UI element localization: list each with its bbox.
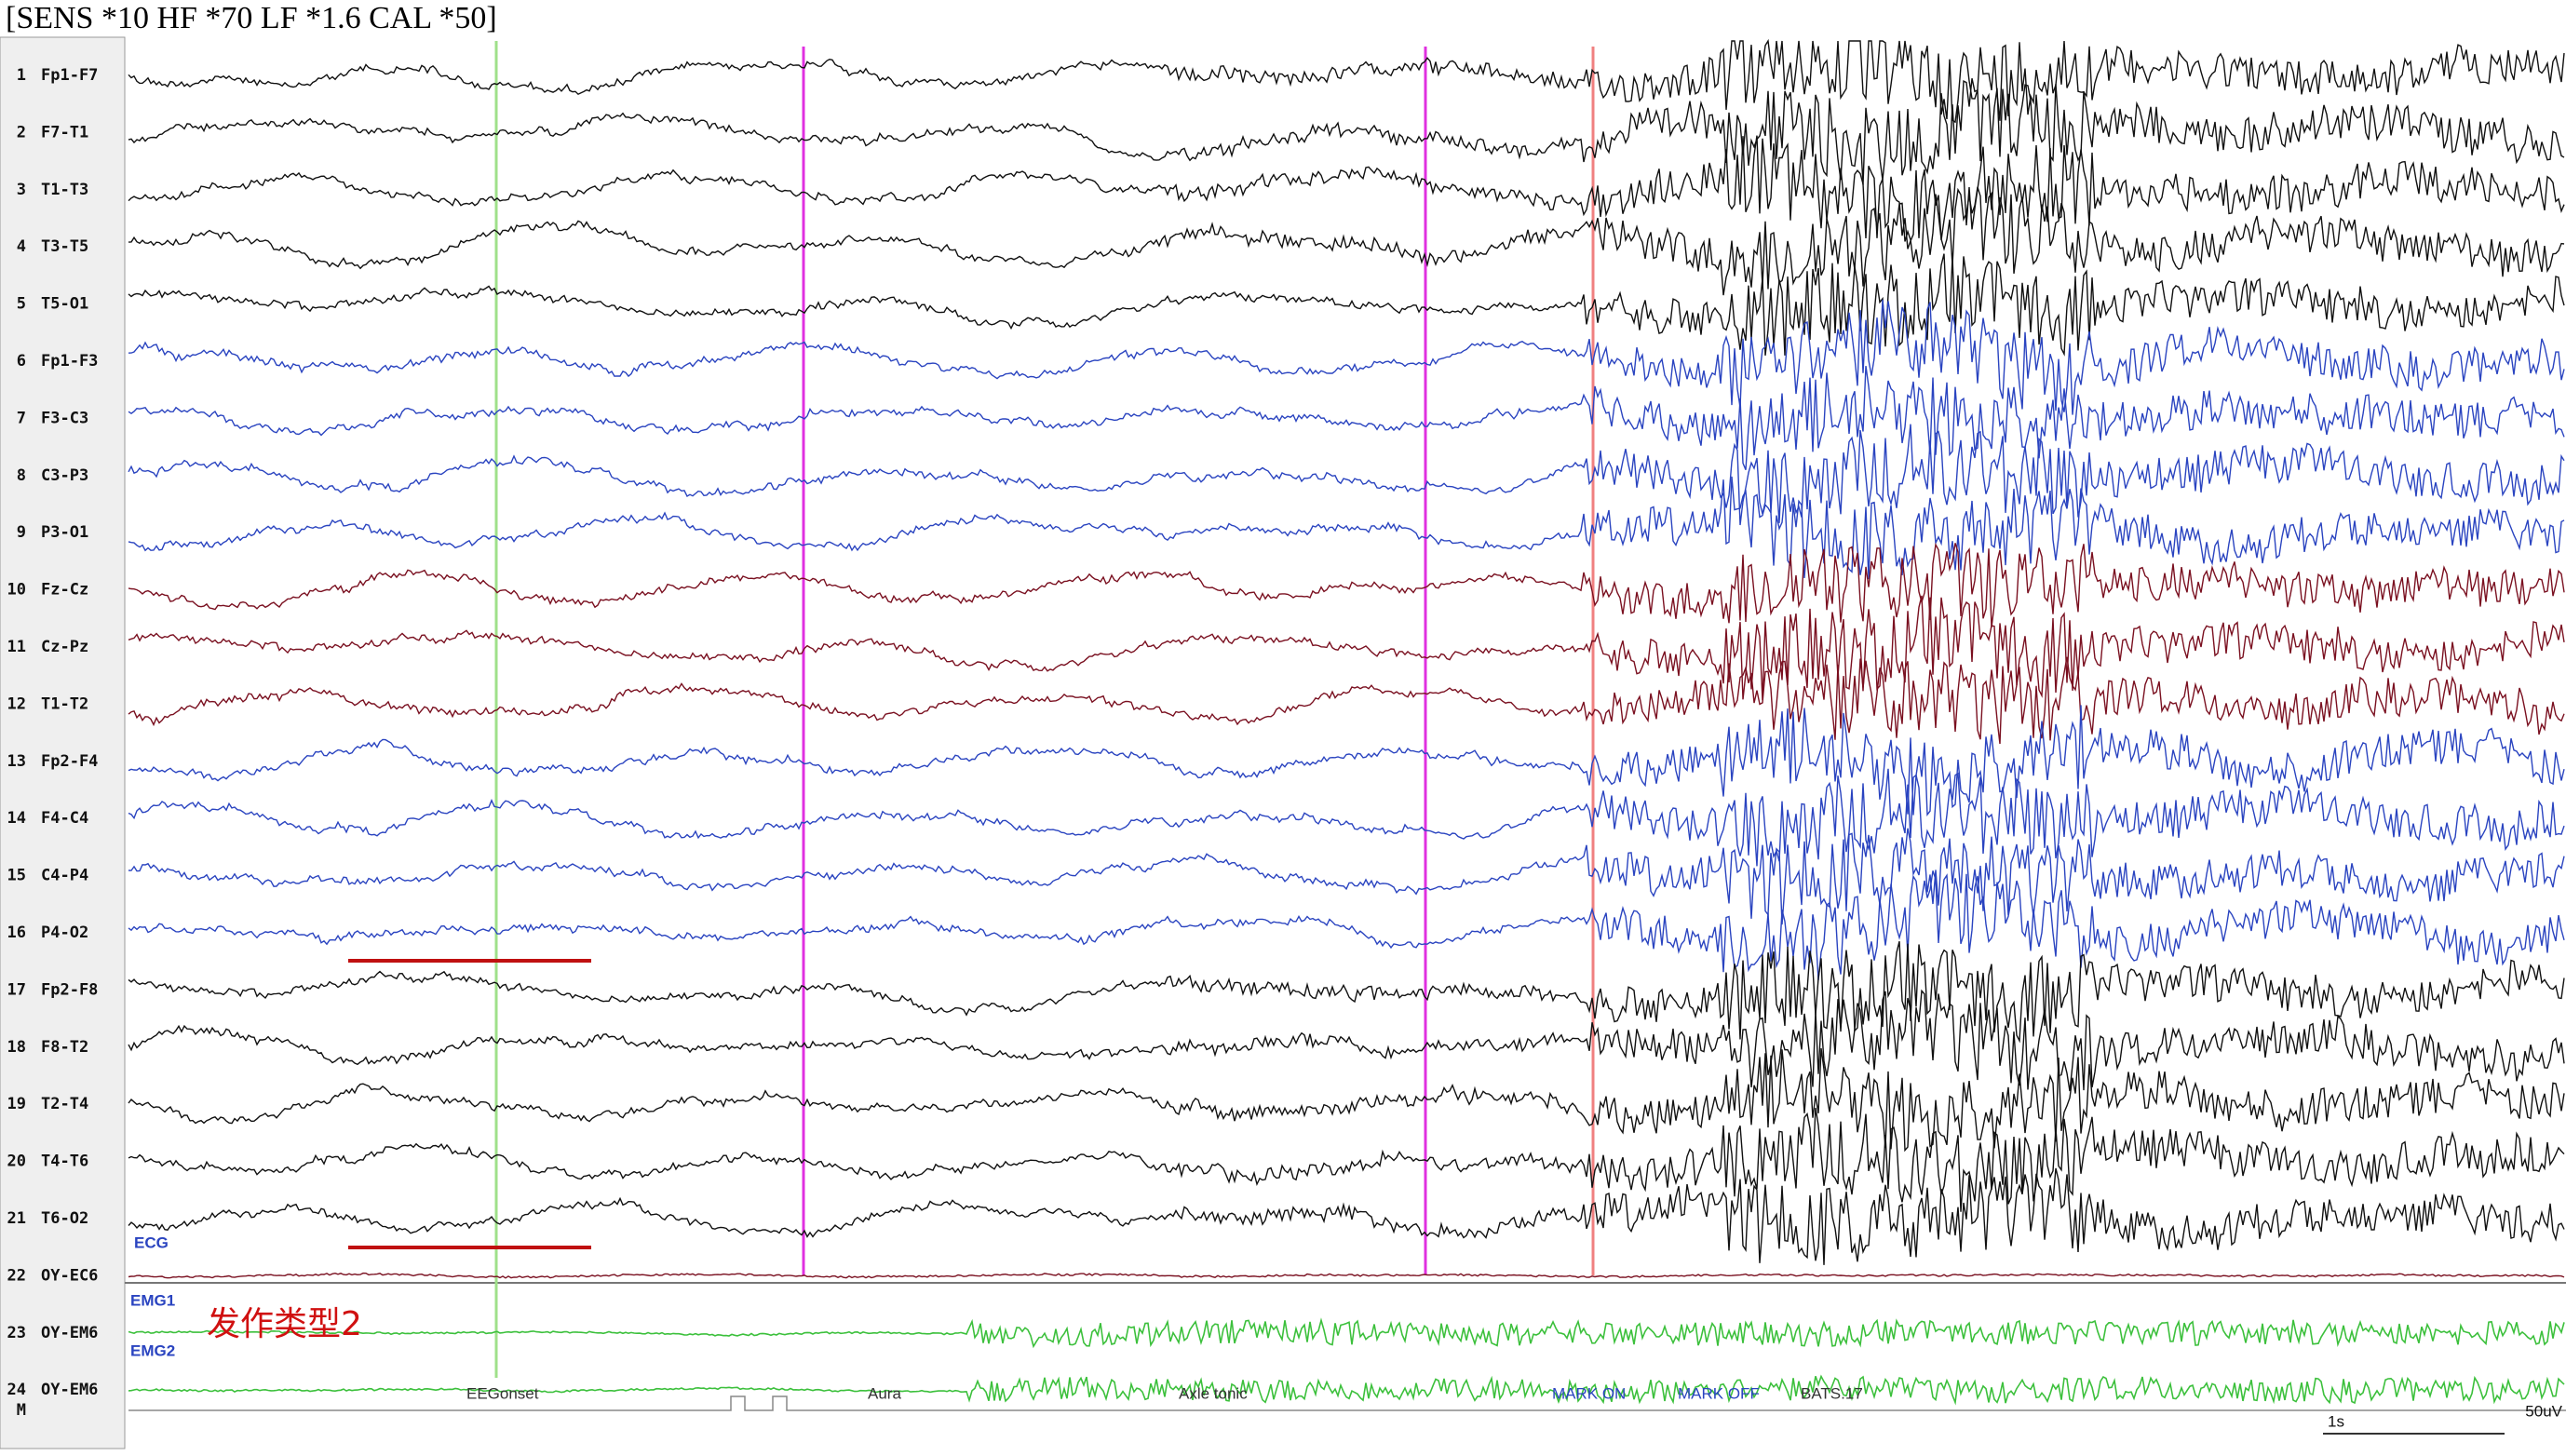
channel-name: P3-O1 — [41, 523, 88, 542]
channel-name: F8-T2 — [41, 1038, 88, 1057]
channel-name: T3-T5 — [41, 237, 88, 256]
channel-name: OY-EC6 — [41, 1266, 98, 1285]
waveform — [128, 1317, 2565, 1349]
channel-name: F7-T1 — [41, 123, 88, 142]
channel-number: 16 — [7, 923, 26, 942]
channel-name: Fp1-F7 — [41, 66, 98, 85]
channel-name: T2-T4 — [41, 1095, 88, 1113]
traces — [128, 38, 2565, 1406]
channel-name: Fp2-F8 — [41, 980, 98, 999]
time-scale: 1s — [2328, 1412, 2344, 1430]
channel-name: P4-O2 — [41, 923, 88, 942]
channel-name: T1-T3 — [41, 181, 88, 199]
waveform — [128, 253, 2565, 357]
waveform — [128, 768, 2565, 867]
waveform — [128, 941, 2565, 1044]
channel-name: T6-O2 — [41, 1209, 88, 1228]
channel-name: Cz-Pz — [41, 638, 88, 656]
channel-name: F4-C4 — [41, 809, 88, 828]
waveform — [128, 1047, 2565, 1153]
trace-label: EMG2 — [130, 1341, 175, 1359]
waveform — [128, 656, 2565, 745]
annotation: MARK OFF — [1678, 1384, 1760, 1402]
channel-number: 21 — [7, 1209, 26, 1228]
channel-number: 23 — [7, 1324, 26, 1342]
waveform — [128, 78, 2565, 185]
channel-number: 4 — [17, 237, 26, 256]
waveform — [128, 366, 2565, 470]
waveform — [128, 1374, 2565, 1406]
waveform — [128, 705, 2565, 817]
settings-header: [SENS *10 HF *70 LF *1.6 CAL *50] — [6, 1, 497, 35]
channel-number: 15 — [7, 867, 26, 885]
trace-label: ECG — [134, 1234, 169, 1251]
channel-name: Fp2-F4 — [41, 752, 98, 771]
channel-number: 6 — [17, 352, 26, 371]
channel-number: 7 — [17, 409, 26, 427]
channel-name: T5-O1 — [41, 295, 88, 314]
channel-number: 8 — [17, 466, 26, 485]
waveform — [128, 38, 2565, 124]
waveform — [128, 135, 2565, 249]
channel-number: 2 — [17, 123, 26, 142]
annotation: EEGonset — [466, 1384, 539, 1402]
waveform — [128, 1107, 2565, 1212]
waveform — [128, 1167, 2565, 1265]
channel-number: 14 — [7, 809, 26, 828]
channel-number: 9 — [17, 523, 26, 542]
channel-name: T4-T6 — [41, 1153, 88, 1171]
waveform — [128, 870, 2565, 981]
marker-row-label: M — [17, 1401, 26, 1420]
channel-number: 10 — [7, 581, 26, 600]
channel-number: 11 — [7, 638, 26, 656]
channel-number: 5 — [17, 295, 26, 314]
annotation: Aura — [868, 1384, 901, 1402]
waveform — [128, 1272, 2565, 1279]
channel-name: Fz-Cz — [41, 581, 88, 600]
channel-number: 13 — [7, 752, 26, 771]
annotation: Axle tonic — [1179, 1384, 1248, 1402]
channel-name: OY-EM6 — [41, 1324, 98, 1342]
waveform — [128, 595, 2565, 701]
channel-number: 24 — [7, 1381, 26, 1399]
label-column — [0, 36, 126, 1449]
channel-number: 18 — [7, 1038, 26, 1057]
waveform — [128, 424, 2565, 526]
annotation: MARK ON — [1552, 1384, 1626, 1402]
channel-number: 19 — [7, 1095, 26, 1113]
waveform — [128, 989, 2565, 1092]
amplitude-scale: 50uV — [2525, 1402, 2562, 1420]
channel-number: 20 — [7, 1153, 26, 1171]
channel-name: F3-C3 — [41, 409, 88, 427]
channel-name: T1-T2 — [41, 694, 88, 713]
waveform — [128, 542, 2565, 628]
channel-number: 17 — [7, 980, 26, 999]
seizure-label: 发作类型2 — [207, 1305, 362, 1343]
channel-name: C3-P3 — [41, 466, 88, 485]
waveform — [128, 476, 2565, 580]
channel-number: 12 — [7, 694, 26, 713]
marker-track — [128, 1395, 2566, 1411]
annotation: BATS.17 — [1801, 1384, 1863, 1402]
waveform — [128, 299, 2565, 415]
waveform — [128, 828, 2565, 925]
channel-number: 1 — [17, 66, 26, 85]
channel-name: Fp1-F3 — [41, 352, 98, 371]
trace-label: EMG1 — [130, 1291, 175, 1309]
channel-name: OY-EM6 — [41, 1381, 98, 1399]
channel-number: 3 — [17, 181, 26, 199]
channel-number: 22 — [7, 1266, 26, 1285]
channel-name: C4-P4 — [41, 867, 88, 885]
waveform — [128, 186, 2565, 296]
